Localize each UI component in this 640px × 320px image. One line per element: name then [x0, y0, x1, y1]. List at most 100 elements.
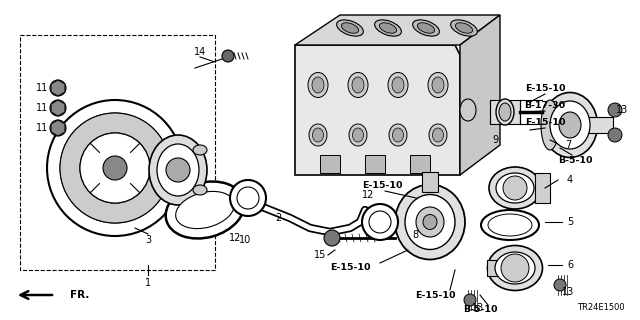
Ellipse shape [389, 124, 407, 146]
Text: 11: 11 [36, 123, 48, 133]
Bar [487, 260, 499, 276]
Text: E-15-10: E-15-10 [525, 84, 565, 92]
Circle shape [369, 211, 391, 233]
Text: 5: 5 [567, 217, 573, 227]
Circle shape [362, 204, 398, 240]
Text: TR24E1500: TR24E1500 [577, 303, 625, 313]
Circle shape [50, 120, 66, 136]
Circle shape [80, 133, 150, 203]
Circle shape [608, 128, 622, 142]
Polygon shape [295, 15, 500, 45]
Circle shape [50, 100, 66, 116]
Text: FR.: FR. [70, 290, 90, 300]
Text: 8: 8 [412, 230, 418, 240]
Ellipse shape [348, 73, 368, 98]
Text: 6: 6 [567, 260, 573, 270]
Ellipse shape [149, 135, 207, 205]
Text: B-5-10: B-5-10 [557, 156, 592, 164]
Ellipse shape [488, 214, 532, 236]
Bar [588, 117, 613, 133]
Ellipse shape [499, 103, 511, 121]
Ellipse shape [428, 73, 448, 98]
Polygon shape [51, 100, 65, 116]
Ellipse shape [175, 191, 234, 228]
Circle shape [608, 103, 622, 117]
Text: 14: 14 [194, 47, 206, 57]
Circle shape [60, 113, 170, 223]
Text: E-15-10: E-15-10 [330, 263, 371, 273]
Ellipse shape [432, 77, 444, 93]
Text: 12: 12 [229, 233, 241, 243]
Ellipse shape [451, 20, 477, 36]
Ellipse shape [456, 23, 472, 33]
Ellipse shape [352, 77, 364, 93]
Text: 11: 11 [36, 103, 48, 113]
Circle shape [230, 180, 266, 216]
Text: 13: 13 [562, 287, 574, 297]
Polygon shape [51, 80, 65, 96]
Circle shape [503, 176, 527, 200]
Ellipse shape [550, 101, 590, 149]
Ellipse shape [353, 128, 364, 142]
Ellipse shape [193, 185, 207, 195]
Text: 13: 13 [616, 105, 628, 115]
Bar [490, 100, 520, 124]
Ellipse shape [405, 195, 455, 250]
Bar [535, 173, 550, 203]
Ellipse shape [166, 181, 244, 238]
Circle shape [222, 50, 234, 62]
Circle shape [103, 156, 127, 180]
Polygon shape [295, 45, 460, 175]
Ellipse shape [392, 128, 403, 142]
Text: 13: 13 [472, 303, 484, 313]
Circle shape [50, 80, 66, 96]
Polygon shape [51, 120, 65, 136]
Ellipse shape [312, 77, 324, 93]
Circle shape [93, 146, 137, 190]
Ellipse shape [157, 144, 199, 196]
Wedge shape [60, 113, 170, 223]
Ellipse shape [433, 128, 444, 142]
Ellipse shape [541, 100, 559, 150]
Circle shape [554, 279, 566, 291]
Ellipse shape [481, 210, 539, 240]
Bar [320, 155, 340, 173]
Ellipse shape [413, 20, 440, 36]
Ellipse shape [417, 23, 435, 33]
Polygon shape [460, 15, 500, 175]
Text: E-15-10: E-15-10 [525, 117, 565, 126]
Text: B-17-30: B-17-30 [524, 100, 566, 109]
Text: 2: 2 [275, 213, 281, 223]
Bar [422, 172, 438, 192]
Text: 3: 3 [145, 235, 151, 245]
Text: 11: 11 [36, 83, 48, 93]
Ellipse shape [496, 173, 534, 203]
Ellipse shape [374, 20, 401, 36]
Circle shape [324, 230, 340, 246]
Circle shape [80, 133, 150, 203]
Ellipse shape [349, 124, 367, 146]
Ellipse shape [392, 77, 404, 93]
Circle shape [47, 100, 183, 236]
Text: E-15-10: E-15-10 [362, 180, 403, 189]
Text: 10: 10 [239, 235, 251, 245]
Bar [365, 155, 385, 173]
Ellipse shape [488, 245, 543, 291]
Ellipse shape [489, 167, 541, 209]
Bar [410, 155, 430, 173]
Text: 12: 12 [362, 190, 374, 200]
Text: 9: 9 [492, 135, 498, 145]
Bar [20, 35, 215, 270]
Text: 15: 15 [314, 250, 326, 260]
Circle shape [464, 294, 476, 306]
Ellipse shape [337, 20, 364, 36]
Circle shape [501, 254, 529, 282]
Text: E-15-10: E-15-10 [415, 291, 455, 300]
Ellipse shape [380, 23, 397, 33]
Text: 1: 1 [145, 278, 151, 288]
Ellipse shape [308, 73, 328, 98]
Text: 4: 4 [567, 175, 573, 185]
Ellipse shape [193, 145, 207, 155]
Ellipse shape [423, 214, 437, 229]
Ellipse shape [341, 23, 358, 33]
